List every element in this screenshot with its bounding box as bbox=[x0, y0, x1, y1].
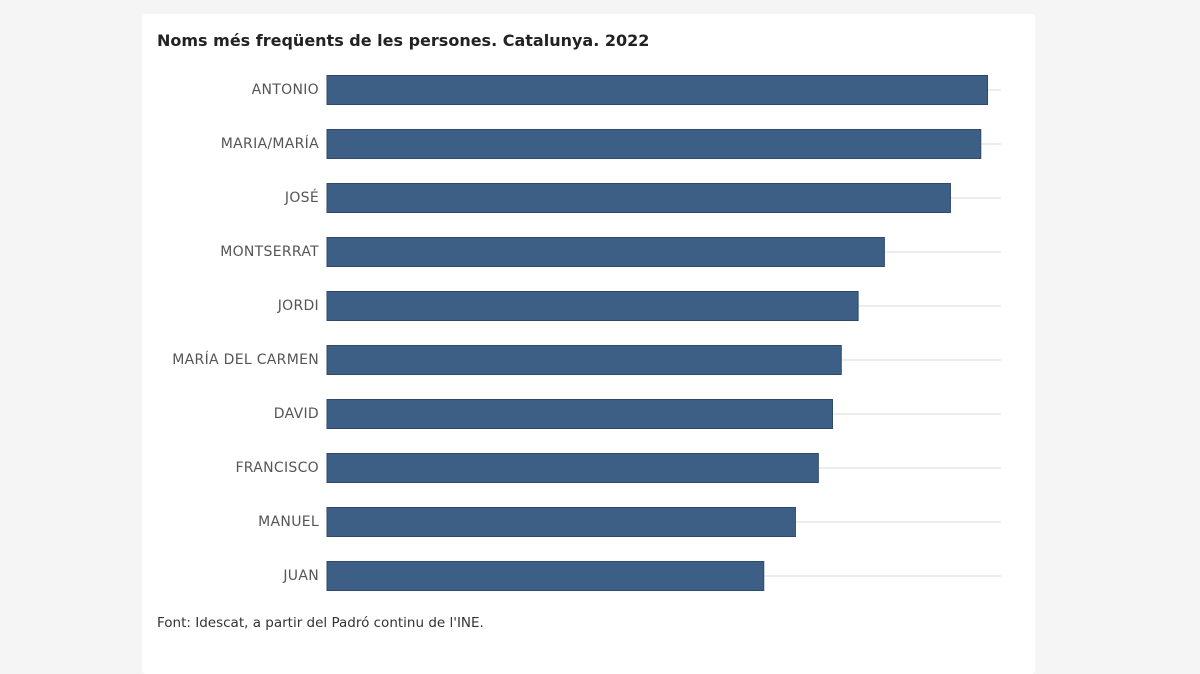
category-label: DAVID bbox=[274, 406, 319, 422]
bar-jordi[interactable] bbox=[326, 291, 859, 321]
category-label: JUAN bbox=[282, 568, 319, 584]
bar-jos-[interactable] bbox=[326, 183, 951, 213]
category-label: MANUEL bbox=[258, 514, 319, 530]
category-label: JORDI bbox=[277, 298, 319, 314]
grid-lines bbox=[327, 89, 1001, 577]
category-label: MARÍA DEL CARMEN bbox=[172, 351, 319, 368]
bars bbox=[326, 75, 989, 591]
bar-maria-mar-a[interactable] bbox=[326, 129, 982, 159]
source-note: Font: Idescat, a partir del Padró contin… bbox=[157, 615, 484, 631]
bar-francisco[interactable] bbox=[326, 453, 819, 483]
category-label: MONTSERRAT bbox=[220, 244, 319, 260]
bar-juan[interactable] bbox=[326, 561, 765, 591]
bar-montserrat[interactable] bbox=[326, 237, 885, 267]
bar-chart: ANTONIO MARIA/MARÍA JOSÉ MONTSERRAT JORDI MAR… bbox=[172, 75, 1001, 591]
category-label: MARIA/MARÍA bbox=[221, 135, 319, 152]
bar-manuel[interactable] bbox=[326, 507, 796, 537]
bar-antonio[interactable] bbox=[326, 75, 989, 105]
chart-title: Noms més freqüents de les persones. Cata… bbox=[157, 31, 650, 50]
category-label: FRANCISCO bbox=[235, 460, 319, 476]
category-label: JOSÉ bbox=[284, 189, 319, 206]
category-label: ANTONIO bbox=[252, 82, 319, 98]
bar-mar-a-del-carmen[interactable] bbox=[326, 345, 842, 375]
bar-david[interactable] bbox=[326, 399, 833, 429]
category-labels: ANTONIO MARIA/MARÍA JOSÉ MONTSERRAT JORDI MAR… bbox=[172, 82, 319, 584]
